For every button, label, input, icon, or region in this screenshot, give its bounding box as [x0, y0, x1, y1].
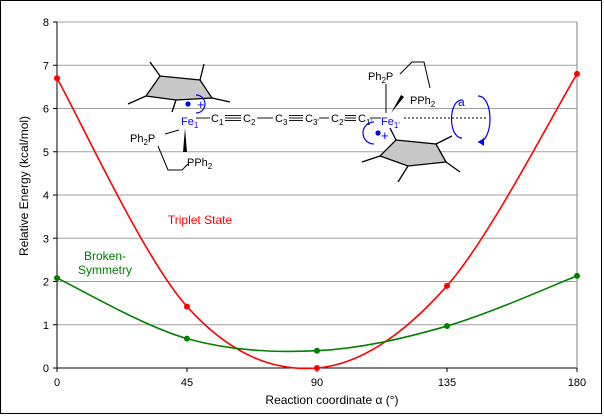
series-layer	[54, 70, 580, 371]
y-tick-label: 8	[43, 17, 49, 29]
right-plus-sign: +	[381, 128, 389, 143]
broken-symmetry-point	[314, 347, 320, 354]
broken-symmetry-point	[574, 272, 580, 279]
left-plus-sign: +	[197, 97, 205, 112]
x-tick-label: 135	[438, 377, 456, 389]
x-tick-label: 90	[311, 377, 323, 389]
triplet-state-point	[574, 70, 580, 77]
triplet-state-point	[314, 365, 320, 371]
y-tick-label: 2	[43, 277, 49, 289]
y-axis-label: Relative Energy (kcal/mol)	[17, 116, 31, 256]
left-dppe-bridge	[157, 145, 189, 171]
left-pph2-label: PPh2	[187, 157, 213, 171]
left-fe-p-bond	[164, 129, 180, 135]
triplet-state-point	[184, 303, 190, 310]
y-tick-label: 7	[43, 60, 49, 72]
y-tick-label: 4	[43, 190, 49, 202]
left-ph2p-label: Ph2P	[130, 133, 155, 147]
left-rotation-arrow	[195, 94, 206, 114]
alpha-arc-left	[451, 99, 463, 139]
broken-symmetry-point	[54, 275, 60, 282]
left-radical-dot	[185, 101, 191, 107]
triplet-state-point	[444, 282, 450, 289]
alpha-label: a	[458, 95, 465, 109]
broken-symmetry-label-2: Symmetry	[78, 263, 132, 277]
y-tick-label: 3	[43, 233, 49, 245]
chain-atom-label: C1	[211, 113, 224, 127]
y-tick-label: 0	[43, 363, 49, 375]
right-rotation-arrow	[362, 121, 375, 145]
alpha-arrowhead	[478, 138, 484, 146]
right-pph2-label: PPh2	[410, 95, 436, 109]
chain-atom-label: C2	[243, 113, 256, 127]
molecule-structure: + Fe1 Ph2P PPh2 C1 C2 C3 C3' C2' C1' Fe1' Ph2…	[127, 61, 491, 183]
x-tick-label: 0	[54, 377, 60, 389]
right-cp-ring	[361, 127, 461, 183]
y-tick-label: 6	[43, 104, 49, 116]
alpha-arc-right	[477, 95, 491, 143]
broken-symmetry-point	[184, 335, 190, 342]
y-tick-label: 1	[43, 320, 49, 332]
right-radical-dot	[375, 130, 381, 136]
broken-symmetry-line	[56, 275, 578, 353]
x-axis-label: Reaction coordinate α (°)	[265, 393, 398, 407]
y-tick-label: 5	[43, 147, 49, 159]
chain-atom-label: C2'	[331, 113, 345, 127]
grid-lines	[57, 21, 577, 326]
broken-symmetry-label-1: Broken-	[84, 249, 126, 263]
chain-atom-label: C3	[275, 113, 288, 127]
chain-atom-label: C3'	[305, 113, 319, 127]
x-tick-label: 45	[181, 377, 193, 389]
left-p-wedge	[183, 128, 187, 152]
fe1-label: Fe1	[181, 116, 199, 130]
right-dppe-bridge	[399, 61, 431, 89]
right-p-wedge	[391, 95, 404, 113]
carbon-chain: C1 C2 C3 C3' C2' C1'	[196, 113, 381, 127]
left-cp-ring	[127, 61, 231, 113]
x-tick-label: 180	[568, 377, 586, 389]
triplet-state-label: Triplet State	[168, 213, 233, 227]
broken-symmetry-point	[444, 323, 450, 330]
triplet-state-point	[54, 75, 60, 82]
chain-atom-label: C1'	[358, 113, 372, 127]
fe1p-label: Fe1'	[381, 116, 400, 130]
right-ph2p-label: Ph2P	[368, 71, 393, 85]
